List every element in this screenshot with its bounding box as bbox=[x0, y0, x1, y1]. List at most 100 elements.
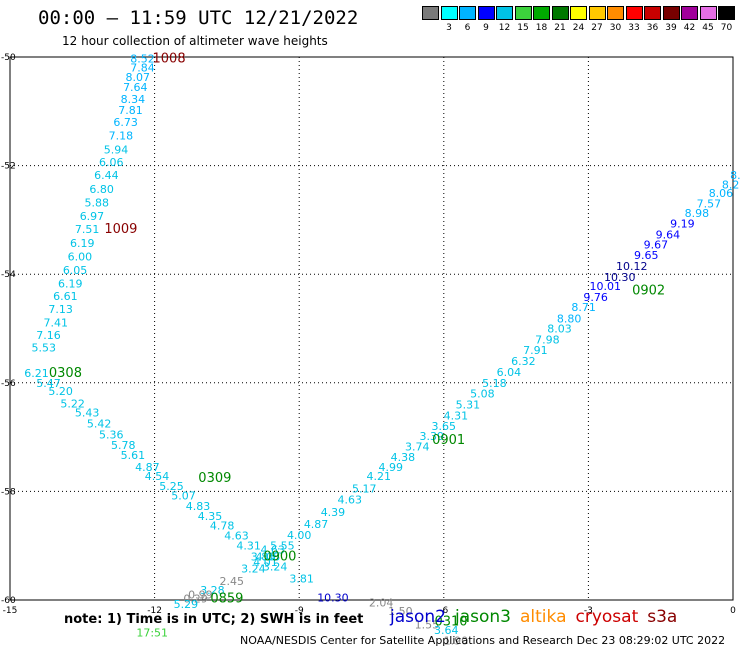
time-label: 0308 bbox=[49, 366, 82, 381]
scale-label: 30 bbox=[609, 23, 622, 33]
swh-label: 4.63 bbox=[260, 544, 285, 557]
swh-label: 1.50 bbox=[388, 605, 413, 618]
swh-label: 6.97 bbox=[80, 210, 105, 223]
legend-entry-altika: altika bbox=[520, 607, 567, 627]
scale-swatch bbox=[662, 6, 680, 20]
swh-label: 5.47 bbox=[36, 377, 61, 390]
swh-label: 4.39 bbox=[321, 506, 346, 519]
swh-label: 8. bbox=[730, 169, 740, 182]
x-tick-label: -9 bbox=[295, 606, 304, 616]
swh-label: 8.06 bbox=[709, 187, 734, 200]
swh-label: 2.45 bbox=[219, 575, 244, 588]
swh-label: 9.76 bbox=[583, 291, 608, 304]
swh-label: 7.84 bbox=[130, 61, 155, 74]
swh-label: 7.64 bbox=[123, 81, 148, 94]
swh-label: 4.01 bbox=[253, 556, 278, 569]
swh-label: 8.71 bbox=[571, 301, 596, 314]
scale-label: 21 bbox=[554, 23, 566, 33]
swh-label: 5.53 bbox=[31, 342, 56, 355]
y-tick-label: -50 bbox=[1, 53, 16, 63]
swh-label: 6.80 bbox=[89, 183, 114, 196]
swh-label: 4.63 bbox=[338, 494, 363, 507]
swh-label: 9.19 bbox=[670, 218, 695, 231]
scale-label: 9 bbox=[483, 23, 489, 33]
scale-swatch bbox=[588, 6, 606, 20]
swh-label: 9.67 bbox=[644, 238, 669, 251]
swh-label: 8.2 bbox=[722, 179, 740, 192]
swh-label: 3.81 bbox=[289, 572, 314, 585]
time-label: 1009 bbox=[104, 222, 137, 237]
swh-label: 5.88 bbox=[85, 197, 110, 210]
swh-label: 3.39 bbox=[420, 430, 445, 443]
swh-point-labels: 8.527.848.077.648.347.816.737.185.946.06… bbox=[24, 53, 740, 648]
swh-label: 6.61 bbox=[53, 290, 78, 303]
x-tick-label: -3 bbox=[584, 606, 593, 616]
scale-label: 27 bbox=[591, 23, 603, 33]
legend-entry-s3a: s3a bbox=[647, 607, 678, 627]
swh-label: 0.99 bbox=[188, 589, 213, 602]
swh-label: 8.07 bbox=[125, 71, 150, 84]
swh-label: 3.86 bbox=[251, 551, 276, 564]
swh-label: 4.54 bbox=[145, 470, 170, 483]
y-tick-label: -54 bbox=[1, 270, 16, 280]
swh-label: 5.42 bbox=[87, 418, 112, 431]
swh-label: 4.83 bbox=[186, 500, 211, 513]
swh-label: 4.08 bbox=[256, 551, 281, 564]
scale-swatch bbox=[570, 6, 587, 20]
swh-label: 6.06 bbox=[99, 156, 124, 169]
swh-label: 3.64 bbox=[434, 624, 459, 637]
swh-label: 10.12 bbox=[616, 260, 648, 273]
axis-ticks: -15 -12 -9 -6 -3 0 -50 -52 -54 -56 -58 -60 bbox=[1, 53, 736, 616]
time-labels: 1008 1009 0308 0309 0900 0859 0901 0902 0310 17:5… bbox=[49, 52, 665, 640]
swh-label: 4.87 bbox=[135, 461, 160, 474]
swh-label: 8.34 bbox=[121, 93, 146, 106]
grid-lines bbox=[9, 56, 734, 601]
swh-label: 9.65 bbox=[634, 249, 659, 262]
swh-label: 8.80 bbox=[557, 313, 582, 326]
scale-label: 12 bbox=[498, 23, 511, 33]
swh-label: 5.17 bbox=[352, 483, 377, 496]
swh-label: 7.98 bbox=[535, 333, 560, 346]
swh-label: 6.19 bbox=[58, 277, 83, 290]
scale-swatch bbox=[625, 6, 643, 20]
swh-label: 5.29 bbox=[174, 598, 199, 611]
time-label: 0310 bbox=[434, 615, 467, 630]
swh-label: 6.00 bbox=[68, 250, 93, 263]
time-label: 0859 bbox=[210, 591, 243, 606]
swh-label: 1.55 bbox=[415, 618, 440, 631]
swh-label: 5.61 bbox=[121, 449, 146, 462]
swh-label: 4.63 bbox=[224, 529, 249, 542]
swh-label: 7.81 bbox=[118, 104, 143, 117]
x-tick-label: -12 bbox=[147, 606, 162, 616]
y-tick-label: -60 bbox=[1, 596, 16, 606]
swh-label: 0.29 bbox=[183, 592, 208, 605]
swh-label: 3.65 bbox=[432, 420, 457, 433]
time-label: 0902 bbox=[632, 283, 665, 298]
swh-label: 7.18 bbox=[109, 130, 134, 143]
swh-label: 4.87 bbox=[304, 518, 329, 531]
y-tick-label: -52 bbox=[1, 162, 16, 172]
time-label: 17:51 bbox=[136, 627, 168, 640]
swh-label: 5.22 bbox=[60, 397, 85, 410]
scale-label: 24 bbox=[572, 23, 585, 33]
swh-label: 4.21 bbox=[366, 470, 391, 483]
scale-swatch bbox=[440, 6, 458, 20]
swh-label: 6.32 bbox=[511, 355, 536, 368]
swh-label: 5.08 bbox=[470, 388, 495, 401]
swh-label: 8.52 bbox=[130, 53, 155, 66]
swh-label: 6.04 bbox=[497, 366, 522, 379]
x-tick-label: 0 bbox=[730, 606, 736, 616]
swh-label: 5.20 bbox=[48, 385, 73, 398]
swh-label: 3.74 bbox=[405, 440, 430, 453]
swh-label: 7.13 bbox=[48, 303, 73, 316]
scale-swatch bbox=[514, 6, 532, 20]
swh-label: 10.01 bbox=[590, 280, 622, 293]
scale-label: 6 bbox=[464, 23, 471, 33]
scale-swatch bbox=[422, 6, 439, 20]
swh-label: 7.41 bbox=[44, 317, 69, 330]
swh-label: 6.21 bbox=[24, 367, 49, 380]
swh-label: 6.73 bbox=[113, 116, 138, 129]
legend-entry-cryosat: cryosat bbox=[575, 607, 639, 627]
chart-subtitle: 12 hour collection of altimeter wave hei… bbox=[62, 34, 328, 48]
